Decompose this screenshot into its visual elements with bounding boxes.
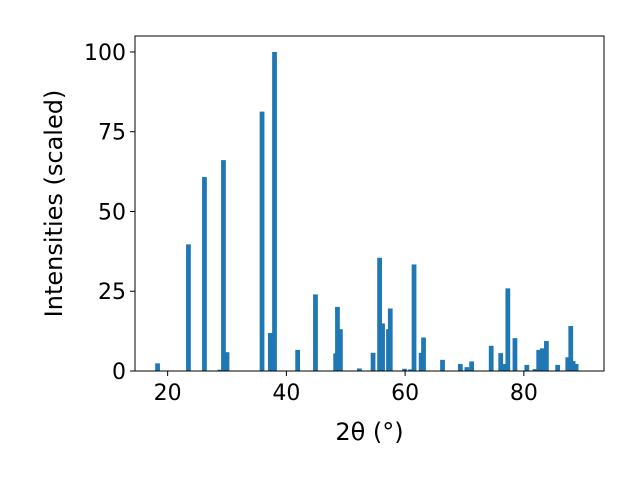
bar xyxy=(155,363,160,371)
bar xyxy=(524,364,530,371)
bar xyxy=(357,368,362,371)
bar xyxy=(573,363,579,371)
bar xyxy=(498,353,504,371)
bar xyxy=(570,361,576,371)
bar xyxy=(387,308,393,371)
bar xyxy=(272,51,277,371)
x-axis-label: 2θ (°) xyxy=(335,418,403,446)
bar xyxy=(568,326,574,371)
bar xyxy=(532,369,538,371)
bar xyxy=(217,369,223,371)
bar xyxy=(457,363,463,371)
bar xyxy=(402,368,407,371)
bar xyxy=(380,323,385,371)
bar xyxy=(500,366,506,371)
bar xyxy=(259,111,265,372)
bar xyxy=(267,333,273,371)
bar xyxy=(411,264,417,371)
bar xyxy=(313,294,318,371)
bar xyxy=(464,367,470,371)
bar xyxy=(512,338,518,371)
bar xyxy=(338,329,343,371)
bar xyxy=(377,257,382,371)
bar xyxy=(335,306,340,371)
x-tick-label: 40 xyxy=(272,381,300,406)
bars-group xyxy=(155,51,579,372)
y-tick-label: 75 xyxy=(98,121,126,146)
bar xyxy=(505,288,511,371)
x-tick-label: 80 xyxy=(510,381,538,406)
y-tick-label: 50 xyxy=(98,200,126,225)
bar xyxy=(202,177,207,371)
y-tick-label: 25 xyxy=(98,280,126,305)
bar xyxy=(565,357,571,371)
bar xyxy=(544,341,549,371)
bar xyxy=(295,349,301,371)
x-axis: 20 40 60 80 xyxy=(154,371,538,406)
bar xyxy=(488,345,494,371)
bar xyxy=(469,361,474,371)
y-tick-label: 0 xyxy=(112,360,126,385)
x-tick-label: 20 xyxy=(154,381,182,406)
bar xyxy=(421,337,426,371)
bar xyxy=(221,160,226,371)
bar xyxy=(224,352,230,371)
x-tick-label: 60 xyxy=(391,381,419,406)
bar xyxy=(539,348,545,371)
bar xyxy=(440,359,445,371)
bar xyxy=(555,364,561,371)
y-tick-label: 100 xyxy=(84,41,126,66)
y-axis-label: Intensities (scaled) xyxy=(40,90,68,318)
bar xyxy=(536,349,542,371)
plot-frame xyxy=(134,35,605,372)
y-axis: 0 25 50 75 100 xyxy=(84,41,135,385)
bar xyxy=(370,352,376,371)
bar xyxy=(186,244,191,371)
bar xyxy=(418,352,424,371)
bar xyxy=(408,369,413,371)
